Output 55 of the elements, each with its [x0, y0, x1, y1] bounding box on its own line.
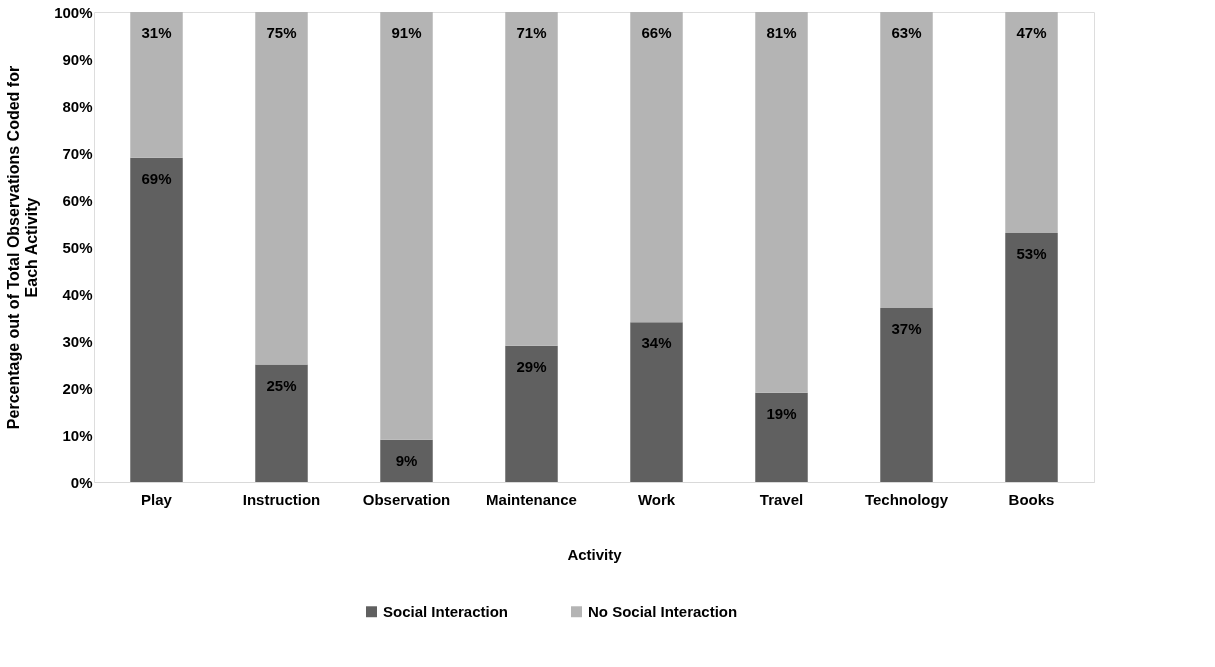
x-tick-label: Maintenance: [486, 490, 577, 508]
data-label: 66%: [641, 24, 672, 41]
x-tick-label: Technology: [864, 490, 949, 508]
legend-label: No Social Interaction: [588, 602, 738, 620]
x-tick-label: Work: [637, 490, 676, 508]
y-tick-label: 100%: [54, 3, 93, 21]
data-label: 69%: [141, 169, 172, 187]
data-label: 63%: [891, 24, 922, 41]
y-tick-label: 60%: [62, 191, 93, 209]
data-label: 25%: [266, 376, 297, 394]
x-axis-title: Activity: [567, 545, 623, 563]
y-tick-label: 0%: [70, 473, 93, 491]
bar: [130, 157, 183, 482]
data-label: 47%: [1016, 24, 1047, 41]
x-tick-label: Play: [141, 490, 173, 508]
y-tick-label: 70%: [62, 144, 93, 162]
legend-label: Social Interaction: [383, 602, 509, 620]
data-label: 37%: [891, 320, 922, 338]
data-label: 91%: [391, 24, 422, 41]
bar: [755, 12, 808, 393]
bar: [1005, 232, 1058, 482]
y-tick-label: 30%: [62, 332, 93, 350]
bar: [880, 12, 933, 309]
data-label: 9%: [395, 451, 418, 469]
bar: [255, 12, 308, 365]
y-tick-label: 10%: [62, 426, 93, 444]
bar: [880, 308, 933, 482]
bar: [1005, 12, 1058, 233]
bar: [755, 392, 808, 482]
bar: [505, 345, 558, 482]
data-label: 29%: [516, 357, 547, 375]
bar: [630, 322, 683, 482]
data-label: 71%: [516, 24, 547, 41]
y-tick-label: 40%: [62, 285, 93, 303]
y-axis-title: Percentage out of Total Observations Coded for Each Activity: [5, 65, 41, 430]
y-tick-label: 50%: [62, 238, 93, 256]
y-tick-label: 90%: [62, 50, 93, 68]
bar: [380, 12, 433, 440]
data-label: 19%: [766, 404, 797, 422]
y-tick-label: 20%: [62, 379, 93, 397]
bar: [255, 364, 308, 482]
y-tick-label: 80%: [62, 97, 93, 115]
x-tick-label: Observation: [362, 490, 451, 508]
data-label: 53%: [1016, 244, 1047, 262]
x-tick-label: Instruction: [242, 490, 321, 508]
bar: [130, 12, 183, 158]
x-tick-label: Books: [1008, 490, 1055, 508]
data-label: 75%: [266, 24, 297, 41]
bar: [380, 439, 433, 482]
data-label: 34%: [641, 334, 672, 352]
bar: [630, 12, 683, 323]
x-tick-label: Travel: [759, 490, 804, 508]
bar: [505, 12, 558, 346]
data-label: 81%: [766, 24, 797, 41]
data-label: 31%: [141, 24, 172, 41]
